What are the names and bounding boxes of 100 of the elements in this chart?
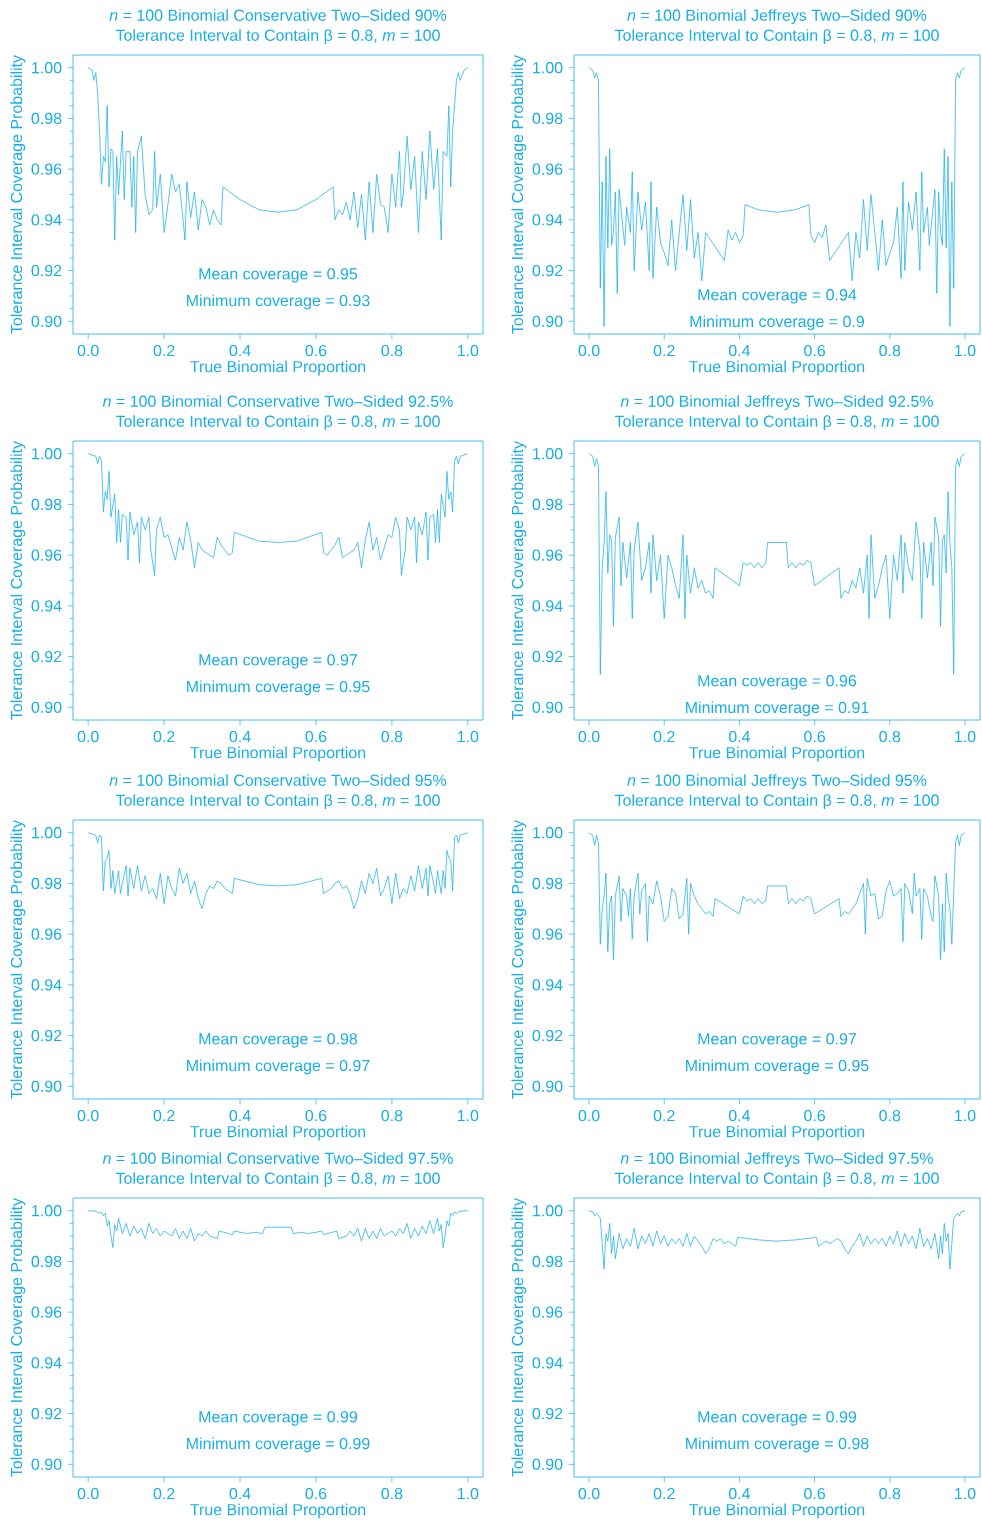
x-tick-label: 0.6	[305, 1487, 327, 1500]
y-tick-label: 1.00	[533, 62, 563, 74]
chart-title: n = 100 Binomial Jeffreys Two–Sided 95%	[627, 774, 927, 790]
y-axis-title: Tolerance Interval Coverage Probability	[10, 440, 26, 720]
x-tick-label: 0.0	[578, 1109, 600, 1122]
y-tick-label: 0.90	[532, 1458, 563, 1470]
x-tick-label: 0.4	[229, 1109, 251, 1122]
line-series	[87, 1210, 469, 1248]
annotation: Minimum coverage = 0.95	[187, 680, 370, 696]
y-tick-label: 0.96	[31, 163, 62, 175]
x-tick-label: 0.2	[653, 344, 675, 357]
x-tick-label: 0.0	[77, 344, 99, 357]
y-tick-label: 0.90	[532, 701, 563, 713]
x-tick-label: 0.6	[804, 1487, 826, 1500]
y-tick-label: 0.94	[31, 214, 62, 226]
y-tick-label: 0.90	[31, 1080, 62, 1092]
y-tick-label: 1.00	[32, 1205, 62, 1217]
x-tick-label: 0.4	[728, 730, 751, 743]
y-tick-label: 0.94	[532, 214, 563, 226]
x-tick-label: 0.4	[229, 344, 251, 357]
y-tick-label: 1.00	[32, 448, 62, 460]
x-tick-label: 0.0	[578, 730, 600, 743]
x-axis-title: True Binomial Proportion	[689, 746, 865, 762]
x-tick-label: 0.0	[77, 1487, 99, 1500]
x-tick-label: 0.6	[804, 344, 826, 357]
y-tick-label: 0.94	[532, 979, 563, 991]
chart-title: n = 100 Binomial Jeffreys Two–Sided 97.5%	[620, 1152, 933, 1168]
chart-subtitle: Tolerance Interval to Contain β = 0.8, m = 100	[115, 415, 440, 431]
x-tick-label: 1.0	[955, 344, 976, 357]
y-tick-label: 0.90	[31, 315, 62, 327]
y-tick-label: 0.96	[31, 549, 62, 561]
x-tick-label: 0.4	[229, 1487, 251, 1500]
y-axis-title: Tolerance Interval Coverage Probability	[10, 54, 26, 334]
x-tick-label: 0.4	[728, 1487, 751, 1500]
chart-subtitle: Tolerance Interval to Contain β = 0.8, m = 100	[115, 1172, 440, 1188]
y-tick-label: 0.96	[532, 163, 563, 175]
x-tick-label: 0.8	[381, 1487, 403, 1500]
line-series	[588, 1210, 966, 1270]
x-tick-label: 0.2	[653, 730, 675, 743]
chart-title: n = 100 Binomial Conservative Two–Sided 92.5%	[102, 395, 453, 407]
chart-title: n = 100 Binomial Conservative Two–Sided 90%	[109, 9, 447, 21]
annotation: Minimum coverage = 0.93	[187, 294, 370, 310]
y-axis-title: Tolerance Interval Coverage Probability	[511, 440, 527, 720]
annotation: Minimum coverage = 0.97	[187, 1059, 370, 1075]
x-tick-label: 0.2	[153, 1109, 175, 1122]
chart-subtitle: Tolerance Interval to Contain β = 0.8, m = 100	[115, 794, 440, 810]
y-axis-title: Tolerance Interval Coverage Probability	[511, 54, 527, 334]
annotation: Minimum coverage = 0.98	[686, 1437, 869, 1453]
x-tick-label: 0.0	[578, 344, 600, 357]
annotation: Mean coverage = 0.95	[199, 268, 358, 283]
chart-title: n = 100 Binomial Jeffreys Two–Sided 92.5%	[620, 395, 933, 411]
y-tick-label: 0.96	[532, 1306, 563, 1318]
y-tick-label: 0.94	[532, 600, 563, 612]
x-tick-label: 0.8	[879, 344, 901, 357]
y-tick-label: 0.98	[532, 1255, 563, 1268]
x-tick-label: 0.0	[77, 730, 99, 743]
x-axis-title: True Binomial Proportion	[190, 746, 366, 762]
y-tick-label: 0.92	[532, 650, 563, 663]
x-tick-label: 0.0	[77, 1109, 99, 1122]
x-axis-title: True Binomial Proportion	[689, 1503, 865, 1519]
x-tick-label: 0.6	[305, 730, 327, 743]
y-axis-title: Tolerance Interval Coverage Probability	[10, 1197, 26, 1477]
annotation: Minimum coverage = 0.9	[690, 315, 865, 331]
x-tick-label: 0.8	[381, 730, 403, 743]
x-tick-label: 0.8	[879, 1109, 901, 1122]
y-tick-label: 0.92	[31, 650, 62, 663]
annotation: Mean coverage = 0.97	[698, 1033, 856, 1048]
annotation: Mean coverage = 0.94	[698, 289, 857, 304]
y-tick-label: 0.92	[532, 264, 563, 277]
x-tick-label: 0.8	[381, 1109, 403, 1122]
y-tick-label: 0.96	[532, 549, 563, 561]
x-axis-title: True Binomial Proportion	[689, 1125, 865, 1141]
annotation: Mean coverage = 0.99	[199, 1411, 358, 1426]
line-series	[588, 832, 966, 960]
x-tick-label: 0.4	[728, 344, 751, 357]
y-tick-label: 0.98	[532, 112, 563, 125]
y-tick-label: 0.96	[31, 1306, 62, 1318]
y-tick-label: 0.98	[31, 112, 62, 125]
x-tick-label: 1.0	[457, 730, 479, 743]
x-axis-title: True Binomial Proportion	[190, 360, 366, 376]
y-tick-label: 0.94	[31, 1357, 62, 1369]
annotation: Minimum coverage = 0.99	[187, 1437, 370, 1453]
chart-subtitle: Tolerance Interval to Contain β = 0.8, m = 100	[614, 1172, 939, 1188]
x-tick-label: 0.4	[229, 730, 251, 743]
x-tick-label: 1.0	[457, 344, 479, 357]
x-tick-label: 1.0	[457, 1487, 479, 1500]
annotation: Mean coverage = 0.97	[199, 654, 357, 669]
y-tick-label: 1.00	[533, 448, 563, 460]
chart-subtitle: Tolerance Interval to Contain β = 0.8, m = 100	[614, 29, 939, 45]
x-tick-label: 0.2	[153, 730, 175, 743]
annotation: Mean coverage = 0.96	[698, 675, 857, 690]
chart-title: n = 100 Binomial Conservative Two–Sided 95%	[109, 774, 447, 786]
y-tick-label: 0.92	[532, 1029, 563, 1042]
chart-title: n = 100 Binomial Conservative Two–Sided 97.5%	[102, 1152, 453, 1164]
y-axis-title: Tolerance Interval Coverage Probability	[511, 819, 527, 1099]
chart-subtitle: Tolerance Interval to Contain β = 0.8, m = 100	[115, 29, 440, 45]
y-tick-label: 0.98	[532, 498, 563, 511]
annotation: Minimum coverage = 0.95	[686, 1059, 869, 1075]
y-tick-label: 0.90	[532, 1080, 563, 1092]
line-series	[87, 67, 469, 241]
